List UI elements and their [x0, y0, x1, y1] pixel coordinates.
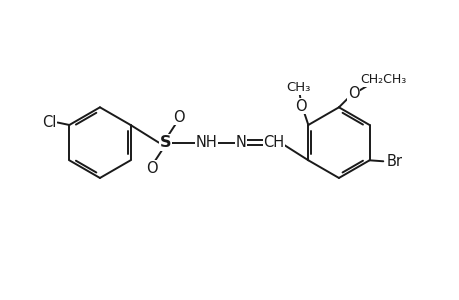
Text: Cl: Cl	[42, 115, 57, 130]
Text: Br: Br	[386, 154, 402, 169]
Text: S: S	[159, 135, 171, 150]
Text: O: O	[173, 110, 185, 124]
Text: NH: NH	[195, 135, 217, 150]
Text: CH₃: CH₃	[285, 81, 310, 94]
Text: CH: CH	[263, 135, 284, 150]
Text: O: O	[295, 99, 306, 114]
Text: N: N	[235, 135, 246, 150]
Text: O: O	[146, 161, 157, 176]
Text: O: O	[347, 86, 358, 101]
Text: CH₂CH₃: CH₂CH₃	[359, 73, 405, 86]
